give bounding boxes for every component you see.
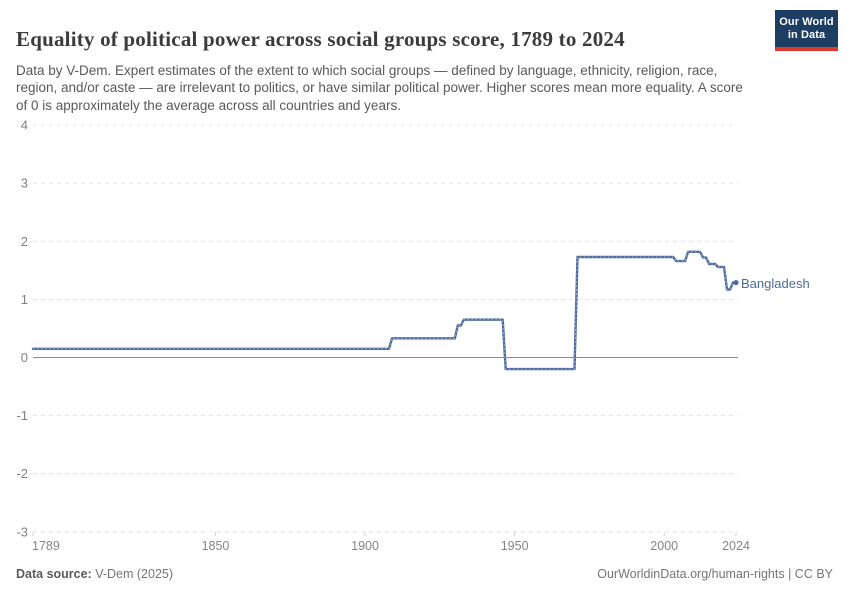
logo-text-line1: Our World bbox=[779, 16, 834, 28]
x-tick-label: 1789 bbox=[32, 539, 60, 553]
chart-footer: Data source: V-Dem (2025) OurWorldinData… bbox=[16, 567, 833, 581]
y-tick-label: -2 bbox=[16, 466, 28, 481]
data-source-label: Data source: bbox=[16, 567, 92, 581]
data-source-note: Data source: V-Dem (2025) bbox=[16, 567, 173, 581]
x-tick-label: 1900 bbox=[351, 539, 379, 553]
chart-subtitle: Data by V-Dem. Expert estimates of the e… bbox=[16, 62, 743, 113]
x-tick-label: 1950 bbox=[501, 539, 529, 553]
y-tick-label: 2 bbox=[21, 234, 28, 249]
series-entity-label[interactable]: Bangladesh bbox=[741, 275, 810, 291]
series-end-dot bbox=[733, 279, 739, 286]
y-tick-label: 1 bbox=[21, 292, 28, 307]
x-tick-label: 2024 bbox=[722, 539, 750, 553]
data-source-value: V-Dem (2025) bbox=[91, 567, 174, 581]
y-tick-label: 0 bbox=[21, 350, 28, 365]
y-tick-label: -3 bbox=[16, 524, 28, 539]
y-tick-label: 4 bbox=[21, 118, 28, 133]
series-line[interactable] bbox=[31, 250, 738, 371]
owid-logo: Our World in Data bbox=[775, 10, 838, 51]
page-title: Equality of political power across socia… bbox=[16, 27, 625, 52]
x-tick-label: 1850 bbox=[202, 539, 230, 553]
y-tick-label: 3 bbox=[21, 176, 28, 191]
chart-canvas[interactable]: 4 3 2 1 0 -1 -2 -3 1789 1850 1900 1950 2000 2024 bbox=[0, 0, 850, 560]
x-tick-label: 2000 bbox=[650, 539, 678, 553]
series-line-markers bbox=[33, 251, 736, 370]
y-tick-label: -1 bbox=[16, 408, 28, 423]
logo-text-line2: in Data bbox=[787, 28, 826, 41]
credit-link[interactable]: OurWorldinData.org/human-rights | CC BY bbox=[597, 567, 833, 581]
